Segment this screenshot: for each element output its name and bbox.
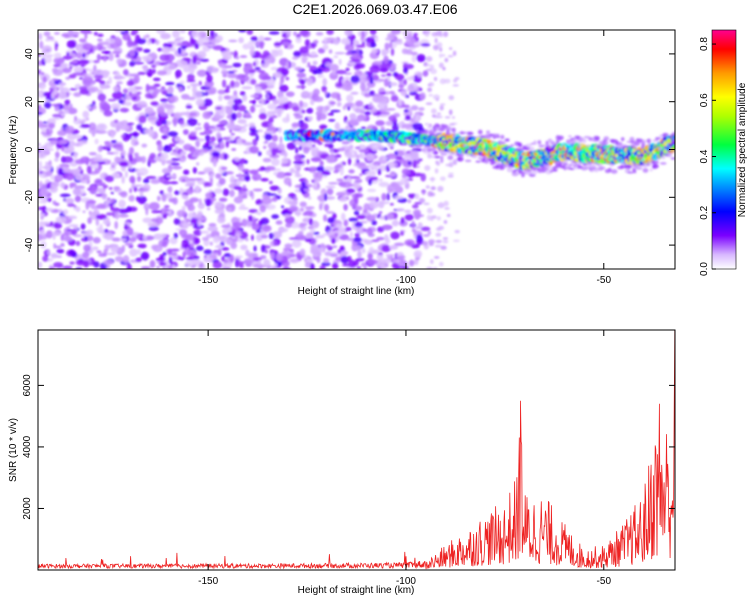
spectrogram-y-tick-label: 0 <box>24 146 35 152</box>
colorbar-label: Normalized spectral amplitude <box>737 82 748 217</box>
colorbar-tick-label: 0.2 <box>699 205 710 219</box>
spectrogram-x-axis: -150 -100 -50 <box>198 30 611 286</box>
snr-x-axis: -150 -100 -50 <box>198 330 611 587</box>
spectrogram-heatmap <box>38 30 675 269</box>
spectrogram-x-tick-label: -50 <box>597 275 612 286</box>
snr-series-line <box>38 330 675 570</box>
snr-y-tick-label: 4000 <box>22 435 33 458</box>
snr-x-tick-label: -150 <box>198 576 218 587</box>
colorbar-tick-label: 0.4 <box>699 149 710 163</box>
spectrogram-y-tick-label: -40 <box>24 237 35 252</box>
spectrogram-y-axis: -40 -20 0 20 40 <box>24 48 675 252</box>
spectrogram-x-tick-label: -150 <box>198 275 218 286</box>
snr-x-tick-label: -50 <box>597 576 612 587</box>
spectrogram-x-label: Height of straight line (km) <box>298 286 415 297</box>
snr-x-label: Height of straight line (km) <box>298 585 415 596</box>
colorbar-gradient <box>711 29 737 270</box>
spectrogram-y-tick-label: -20 <box>24 190 35 205</box>
figure-title: C2E1.2026.069.03.47.E06 <box>292 1 457 17</box>
colorbar-ticks: 0.0 0.2 0.4 0.6 0.8 <box>699 37 716 276</box>
colorbar-tick-label: 0.0 <box>699 262 710 276</box>
spectrogram-x-tick-label: -100 <box>396 275 416 286</box>
snr-y-tick-label: 6000 <box>22 374 33 397</box>
spectrogram-y-tick-label: 40 <box>24 48 35 60</box>
spectrogram-y-label: Frequency (Hz) <box>8 116 19 185</box>
snr-y-axis: 2000 4000 6000 <box>22 374 675 520</box>
snr-y-label: SNR (10 * v/v) <box>8 418 19 482</box>
snr-panel: -150 -100 -50 2000 4000 6000 Height of strai… <box>8 329 676 596</box>
snr-x-tick-label: -100 <box>396 576 416 587</box>
spectrogram-panel: -150 -100 -50 -40 -20 0 20 40 Height of straig… <box>8 29 676 297</box>
snr-frame <box>37 329 676 571</box>
spectrogram-y-tick-label: 20 <box>24 96 35 108</box>
colorbar-tick-label: 0.6 <box>699 93 710 107</box>
colorbar: 0.0 0.2 0.4 0.6 0.8 Normalized spectral ampl… <box>699 29 748 276</box>
colorbar-tick-label: 0.8 <box>699 37 710 51</box>
snr-y-tick-label: 2000 <box>22 497 33 520</box>
